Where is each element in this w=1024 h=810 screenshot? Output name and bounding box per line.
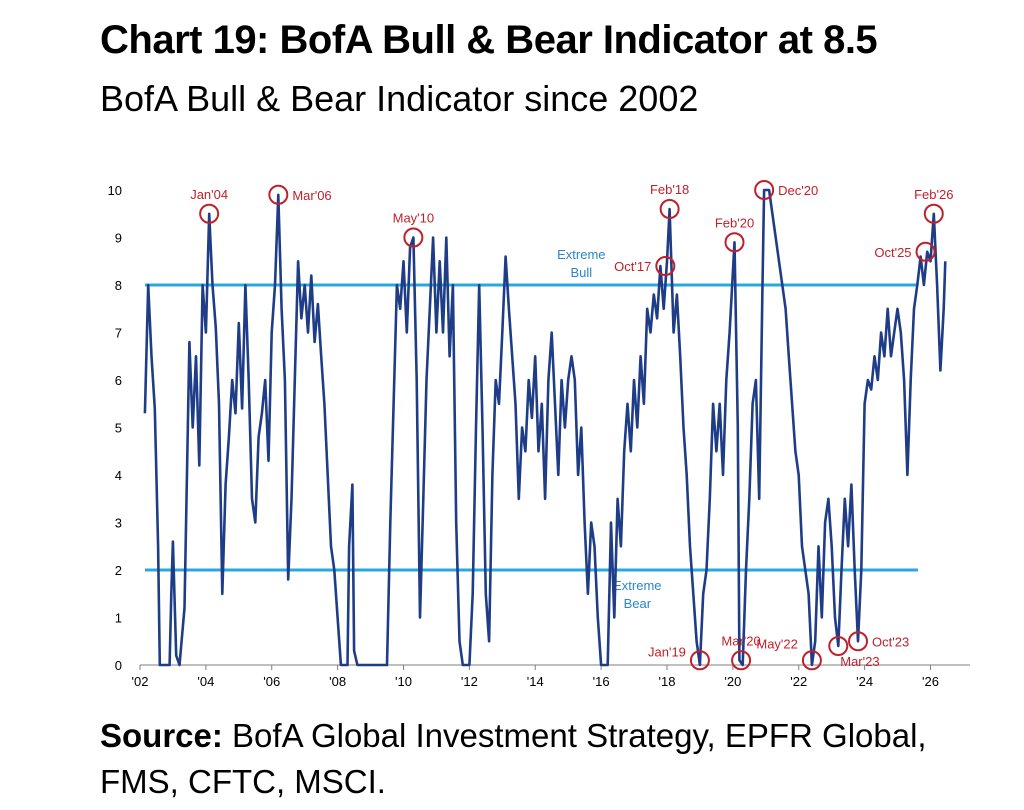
annotation-label: Oct'25: [874, 245, 911, 260]
annotation-label: Jan'19: [648, 644, 686, 659]
x-tick-label: '08: [329, 674, 346, 689]
y-tick-label: 8: [115, 278, 122, 293]
y-tick-label: 5: [115, 421, 122, 436]
annotation-circle: [754, 180, 775, 200]
annotation-circle: [268, 184, 289, 205]
annotation-label: Oct'23: [872, 634, 909, 649]
annotation-circle: [403, 227, 424, 248]
y-tick-label: 0: [115, 658, 122, 673]
x-tick-label: '20: [724, 674, 741, 689]
x-tick-label: '24: [856, 674, 873, 689]
x-tick-label: '12: [461, 674, 478, 689]
annotation-circle: [659, 199, 680, 219]
x-tick-label: '22: [790, 674, 807, 689]
annotation-circle: [731, 650, 752, 671]
annotation-label: Oct'17: [614, 259, 651, 274]
annotation-label: Feb'20: [715, 215, 754, 230]
x-tick-label: '02: [132, 674, 149, 689]
annotation-circle: [801, 650, 822, 671]
source-label: Source:: [100, 717, 223, 754]
y-tick-label: 10: [108, 183, 122, 198]
x-tick-label: '26: [922, 674, 939, 689]
threshold-label: Extreme: [557, 247, 605, 262]
annotation-circle: [199, 203, 220, 224]
annotation-label: May'22: [756, 636, 798, 651]
bull-bear-chart: '02 '04 '06 '08 '10 '12 '14 '16 '18 '20 '22 '24 '26 0…: [108, 180, 970, 689]
y-tick-label: 3: [115, 516, 122, 531]
annotation-circle: [724, 232, 745, 253]
annotation-label: Jan'04: [190, 187, 228, 202]
x-tick-label: '10: [395, 674, 412, 689]
annotation-label: Mar'23: [840, 654, 879, 669]
chart-title: Chart 19: BofA Bull & Bear Indicator at …: [100, 18, 878, 62]
indicator-line: [143, 188, 947, 667]
threshold-label: Bear: [624, 596, 652, 611]
annotation-layer: Jan'04 Mar'06 May'10 Oct'17 Feb'18 Jan'19 Feb'…: [190, 180, 953, 671]
annotation-circle: [923, 203, 944, 224]
annotation-label: May'10: [393, 211, 435, 226]
x-tick-label: '16: [593, 674, 610, 689]
y-tick-label: 7: [115, 326, 122, 341]
series-layer: [143, 188, 947, 667]
y-tick-label: 2: [115, 563, 122, 578]
y-tick-label: 4: [115, 468, 122, 483]
annotation-label: Feb'18: [650, 182, 689, 197]
annotation-circle: [915, 241, 936, 262]
annotation-circle: [828, 636, 849, 656]
x-tick-label: '06: [263, 674, 280, 689]
x-tick-label: '04: [197, 674, 214, 689]
annotation-circle: [689, 650, 710, 671]
x-tick-label: '14: [527, 674, 544, 689]
annotation-label: Feb'26: [914, 187, 953, 202]
annotation-label: Mar'20: [721, 633, 760, 648]
annotation-label: Mar'06: [292, 188, 331, 203]
threshold-label: Bull: [571, 265, 593, 280]
y-tick-label: 6: [115, 373, 122, 388]
y-tick-label: 1: [115, 611, 122, 626]
annotation-label: Dec'20: [778, 183, 818, 198]
axes: '02 '04 '06 '08 '10 '12 '14 '16 '18 '20 '22 '24 '26 0…: [108, 183, 970, 689]
source-note: Source: BofA Global Investment Strategy,…: [100, 713, 980, 805]
annotation-circle: [655, 256, 676, 276]
source-text: BofA Global Investment Strategy, EPFR Gl…: [100, 717, 927, 800]
x-tick-label: '18: [659, 674, 676, 689]
threshold-label: Extreme: [613, 578, 661, 593]
chart-subtitle: BofA Bull & Bear Indicator since 2002: [100, 78, 699, 119]
annotation-circle: [848, 631, 869, 652]
y-tick-label: 9: [115, 231, 122, 246]
